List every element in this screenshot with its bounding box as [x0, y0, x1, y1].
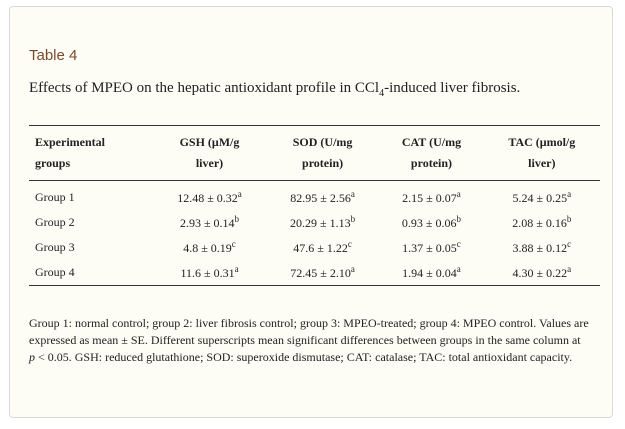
antioxidant-table: Experimental groups GSH (μM/g liver) SOD (…: [29, 125, 600, 286]
group-cell: Group 1: [35, 190, 75, 204]
value-cell: 11.6 ± 0.31a: [153, 260, 266, 286]
column-header-groups: Experimental groups: [29, 125, 154, 181]
column-header-gsh: GSH (μM/g liver): [153, 125, 266, 181]
caption-text-end: -induced liver fibrosis.: [384, 80, 521, 96]
value-cell: 4.30 ± 0.22a: [483, 260, 600, 286]
value-cell: 3.88 ± 0.12c: [512, 239, 572, 255]
value-cell: 72.45 ± 2.10a: [265, 260, 380, 286]
header-line: SOD (U/mg: [292, 135, 353, 149]
table-row: Group 2 2.93 ± 0.14b 20.29 ± 1.13b 0.93 …: [29, 210, 600, 235]
column-header-sod: SOD (U/mg protein): [265, 125, 380, 181]
header-line: groups: [35, 156, 71, 170]
group-cell: Group 4: [29, 260, 154, 286]
header-line: TAC (μmol/g: [508, 135, 576, 149]
table-row: Group 3 4.8 ± 0.19c 47.6 ± 1.22c 1.37 ± …: [29, 235, 600, 260]
footnote-text-end: < 0.05. GSH: reduced glutathione; SOD: s…: [35, 350, 573, 364]
value-cell: 20.29 ± 1.13b: [290, 214, 356, 230]
header-line: Experimental: [35, 135, 105, 149]
header-line: GSH (μM/g: [179, 135, 240, 149]
value-cell: 47.6 ± 1.22c: [293, 239, 352, 255]
value-cell: 1.37 ± 0.05c: [402, 239, 461, 255]
header-line: liver): [195, 156, 224, 170]
header-line: protein): [302, 156, 344, 170]
table-row: Group 4 11.6 ± 0.31a 72.45 ± 2.10a 1.94 …: [29, 260, 600, 286]
value-cell: 12.48 ± 0.32a: [177, 189, 242, 205]
column-header-cat: CAT (U/mg protein): [379, 125, 484, 181]
header-line: CAT (U/mg: [401, 135, 462, 149]
value-cell: 1.94 ± 0.04a: [379, 260, 484, 286]
group-cell: Group 2: [35, 215, 75, 229]
table-footnote: Group 1: normal control; group 2: liver …: [29, 315, 589, 366]
caption-text: Effects of MPEO on the hepatic antioxida…: [29, 80, 380, 96]
value-cell: 5.24 ± 0.25a: [512, 189, 572, 205]
header-line: protein): [410, 156, 453, 170]
value-cell: 4.8 ± 0.19c: [183, 239, 236, 255]
caption-subscript: 4: [379, 88, 385, 99]
group-cell: Group 3: [35, 240, 75, 254]
header-line: liver): [528, 156, 556, 170]
header-row: Experimental groups GSH (μM/g liver) SOD (…: [29, 125, 600, 181]
value-cell: 2.15 ± 0.07a: [402, 189, 461, 205]
value-cell: 2.08 ± 0.16b: [512, 214, 572, 230]
footnote-text: Group 1: normal control; group 2: liver …: [29, 316, 589, 347]
table-panel: Table 4 Effects of MPEO on the hepatic a…: [9, 6, 613, 418]
value-cell: 2.93 ± 0.14b: [179, 214, 240, 230]
value-cell: 82.95 ± 2.56a: [290, 189, 355, 205]
table-label: Table 4: [29, 47, 78, 64]
table-row: Group 1 12.48 ± 0.32a 82.95 ± 2.56a 2.15…: [29, 181, 600, 211]
footnote-italic-p: p: [29, 350, 35, 364]
table-caption: Effects of MPEO on the hepatic antioxida…: [29, 80, 599, 99]
value-cell: 0.93 ± 0.06b: [401, 214, 462, 230]
column-header-tac: TAC (μmol/g liver): [483, 125, 600, 181]
